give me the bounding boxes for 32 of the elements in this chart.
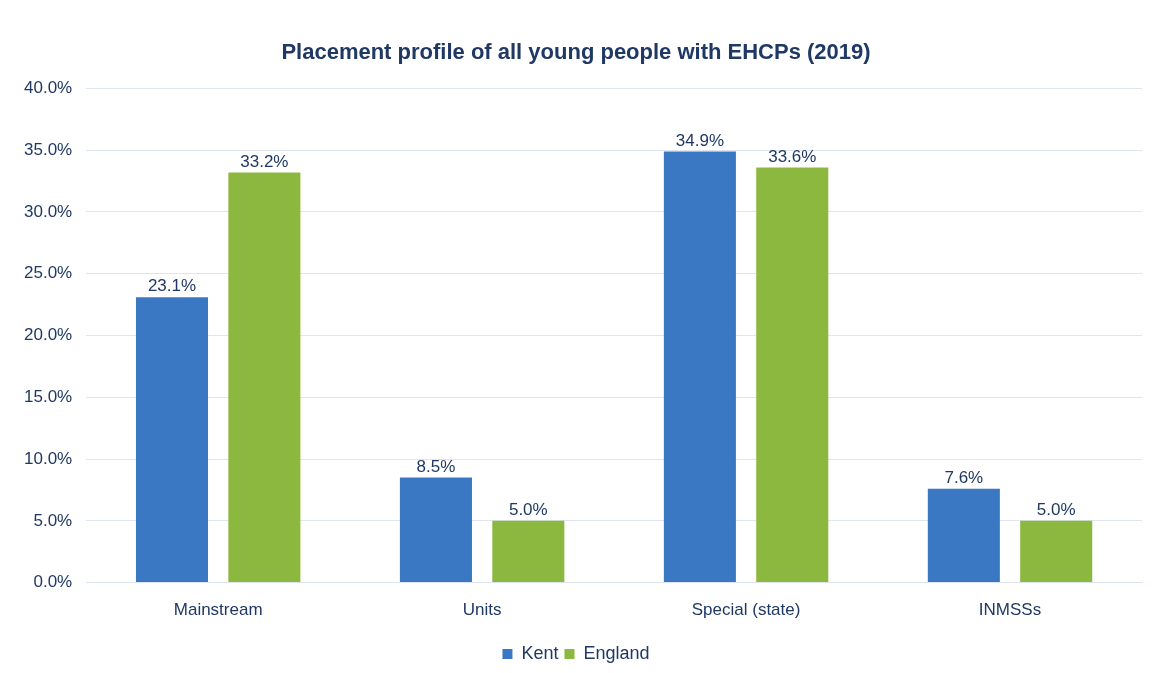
y-tick-label: 35.0%	[24, 139, 73, 159]
data-label: 5.0%	[1036, 500, 1076, 520]
data-label: 23.1%	[147, 276, 197, 296]
bar	[228, 172, 301, 583]
bar	[756, 167, 829, 583]
data-label: 7.6%	[944, 467, 984, 487]
y-tick-label: 0.0%	[33, 572, 73, 592]
bar	[492, 520, 565, 583]
legend-label: England	[583, 642, 650, 663]
bar	[663, 151, 736, 583]
x-tick-label: Units	[462, 600, 502, 620]
x-tick-label: Special (state)	[691, 600, 801, 620]
bar	[1020, 520, 1093, 583]
data-label: 33.6%	[768, 146, 817, 166]
data-label: 8.5%	[416, 456, 456, 476]
y-tick-label: 40.0%	[24, 78, 73, 98]
x-tick-label: INMSSs	[978, 600, 1042, 620]
data-label: 5.0%	[508, 500, 548, 520]
x-tick-label: Mainstream	[173, 600, 263, 620]
data-label: 34.9%	[675, 130, 724, 150]
legend-label: Kent	[521, 642, 559, 663]
y-tick-label: 25.0%	[24, 263, 73, 283]
bar	[135, 297, 209, 583]
y-tick-label: 15.0%	[24, 386, 73, 406]
y-tick-label: 10.0%	[24, 448, 73, 468]
y-tick-label: 20.0%	[24, 325, 73, 345]
bar	[399, 477, 472, 583]
y-tick-label: 5.0%	[33, 510, 73, 530]
y-tick-label: 30.0%	[24, 201, 73, 221]
chart-title: Placement profile of all young people with EHCPs (2019)	[281, 39, 871, 65]
bar	[927, 488, 1000, 583]
data-label: 33.2%	[240, 151, 289, 171]
